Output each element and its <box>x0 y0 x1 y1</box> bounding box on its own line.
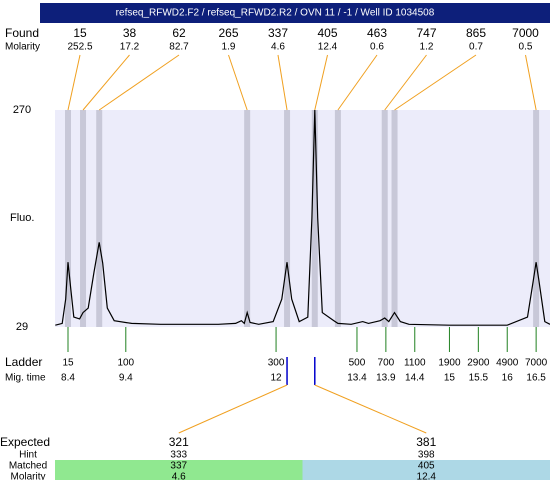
expected-molarity: 4.6 <box>172 472 186 480</box>
expected-row-label: Molarity <box>10 472 45 480</box>
found-molarity: 0.6 <box>370 42 384 53</box>
title: refseq_RFWD2.F2 / refseq_RFWD2.R2 / OVN … <box>116 8 435 19</box>
expected-row-label: Matched <box>9 461 47 472</box>
peak-connector <box>394 54 477 111</box>
peak-band <box>381 110 388 327</box>
found-molarity: 0.5 <box>519 42 533 53</box>
peak-connector <box>228 54 248 111</box>
found-molarity: 12.4 <box>318 42 338 53</box>
expected-matched: 405 <box>418 461 435 472</box>
ladder-size: 7000 <box>525 358 548 369</box>
ladder-size: 100 <box>117 358 134 369</box>
found-molarity: 1.2 <box>420 42 434 53</box>
ladder-size: 300 <box>268 358 285 369</box>
found-molarity: 17.2 <box>120 42 140 53</box>
found-size: 62 <box>172 26 186 40</box>
peak-band <box>244 110 251 327</box>
found-molarity: 1.9 <box>222 42 236 53</box>
ladder-time: 9.4 <box>119 373 133 384</box>
expected-row-label: Expected <box>0 435 50 449</box>
ladder-time: 14.4 <box>405 373 425 384</box>
ladder-time: 12 <box>270 373 282 384</box>
found-size: 337 <box>268 26 288 40</box>
peak-connector <box>337 54 378 111</box>
ladder-time: 8.4 <box>61 373 75 384</box>
y-label: Fluo. <box>10 212 34 224</box>
expected-row-label: Hint <box>19 450 37 461</box>
peak-band <box>65 110 72 327</box>
y-tick-label: 29 <box>16 321 28 333</box>
peak-band <box>311 110 318 327</box>
peak-connector <box>98 54 180 111</box>
ladder-size: 1900 <box>438 358 461 369</box>
peak-connector <box>314 54 328 111</box>
mig-time-label: Mig. time <box>5 373 46 384</box>
ladder-time: 13.4 <box>347 373 367 384</box>
peak-band <box>334 110 341 327</box>
ladder-size: 700 <box>378 358 395 369</box>
peak-connector <box>384 54 427 111</box>
expected-expected: 381 <box>416 435 436 449</box>
expected-molarity: 12.4 <box>417 472 437 480</box>
found-molarity: 82.7 <box>169 42 189 53</box>
peak-band <box>284 110 291 327</box>
peak-band <box>533 110 540 327</box>
peak-band <box>391 110 398 327</box>
ladder-time: 13.9 <box>376 373 396 384</box>
found-molarity: 4.6 <box>271 42 285 53</box>
ladder-size: 500 <box>349 358 366 369</box>
peak-band <box>80 110 87 327</box>
peak-connector <box>277 54 288 111</box>
ladder-size: 15 <box>62 358 74 369</box>
match-connector <box>314 384 427 434</box>
found-label: Found <box>5 26 39 40</box>
found-size: 747 <box>416 26 436 40</box>
matched-bg <box>55 460 303 480</box>
ladder-size: 2900 <box>467 358 490 369</box>
peak-band <box>96 110 103 327</box>
match-connector <box>178 384 288 434</box>
ladder-time: 16.5 <box>526 373 546 384</box>
ladder-label: Ladder <box>5 355 42 369</box>
found-size: 7000 <box>512 26 539 40</box>
ladder-time: 15 <box>444 373 456 384</box>
peak-connector <box>525 54 537 111</box>
ladder-time: 16 <box>502 373 514 384</box>
found-size: 265 <box>218 26 238 40</box>
found-molarity: 0.7 <box>469 42 483 53</box>
matched-bg <box>302 460 550 480</box>
title-bar <box>40 3 550 23</box>
trace <box>55 109 550 326</box>
found-size: 15 <box>73 26 87 40</box>
found-size: 865 <box>466 26 486 40</box>
expected-hint: 398 <box>418 450 435 461</box>
peak-connector <box>82 54 130 111</box>
found-size: 38 <box>123 26 137 40</box>
ladder-size: 1100 <box>404 358 426 369</box>
found-size: 405 <box>317 26 337 40</box>
ladder-time: 15.5 <box>469 373 489 384</box>
expected-matched: 337 <box>170 461 187 472</box>
molarity-label: Molarity <box>5 42 40 53</box>
plot-area <box>55 110 550 327</box>
found-molarity: 252.5 <box>67 42 92 53</box>
ladder-size: 4900 <box>496 358 519 369</box>
expected-hint: 333 <box>170 450 187 461</box>
peak-connector <box>67 54 81 111</box>
expected-expected: 321 <box>169 435 189 449</box>
y-tick-label: 270 <box>13 104 31 116</box>
found-size: 463 <box>367 26 387 40</box>
